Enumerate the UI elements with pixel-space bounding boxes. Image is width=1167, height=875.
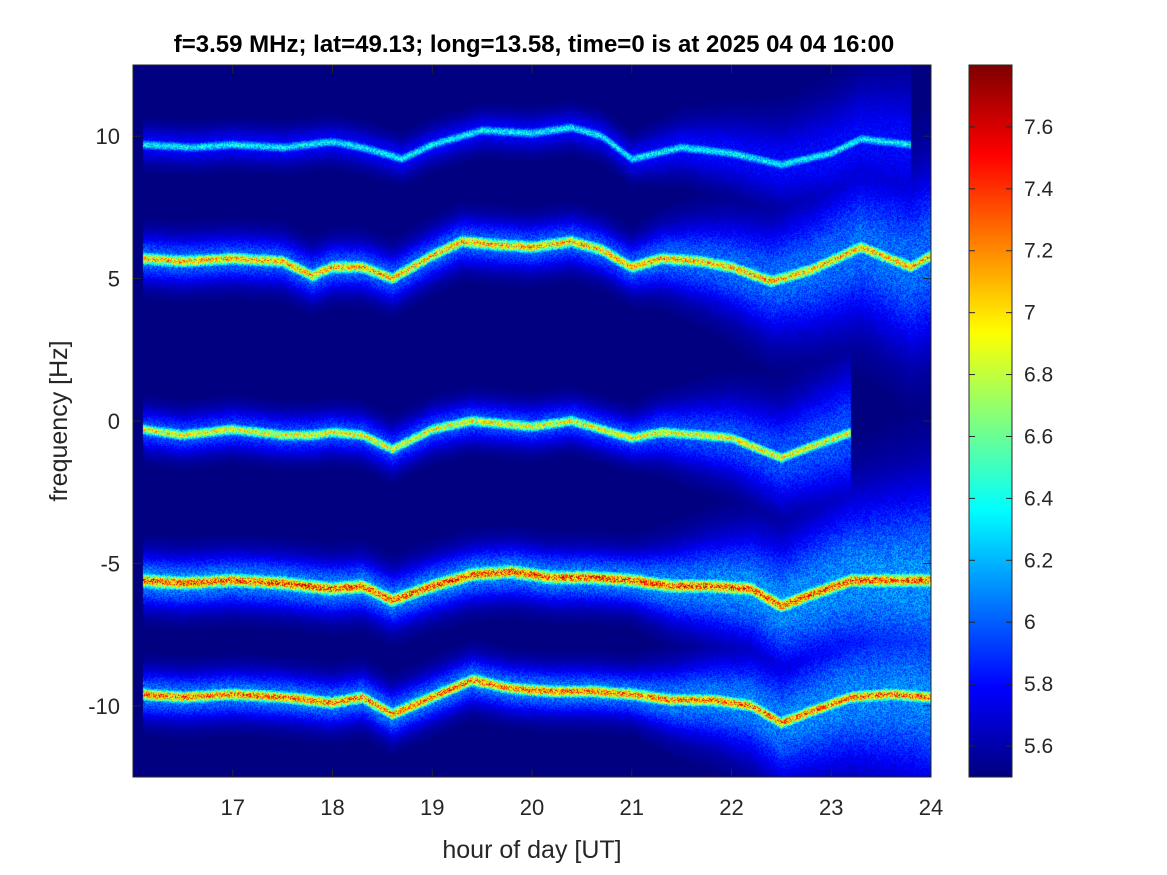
x-axis: 17 18 19 20 21 22 23 24 [221,65,943,820]
colorbar-ticks: 5.6 5.8 6 6.2 6.4 6.6 6.8 7 7.2 7.4 7.6 [969,116,1054,758]
x-tick-label: 23 [819,795,843,820]
x-tick-label: 18 [320,795,344,820]
colorbar-tick-label: 7.2 [1024,240,1053,263]
colorbar-tick-label: 7 [1024,302,1036,325]
colorbar-tick-label: 6.4 [1024,487,1054,510]
colorbar-tick-label: 6.8 [1024,364,1053,387]
colorbar-tick-label: 7.6 [1024,116,1053,139]
colorbar-tick-label: 7.4 [1024,178,1054,201]
colorbar-tick-label: 6 [1024,611,1036,634]
x-axis-label: hour of day [UT] [442,836,621,864]
colorbar: 5.6 5.8 6 6.2 6.4 6.6 6.8 7 7.2 7.4 7.6 [968,64,1054,778]
x-tick-label: 24 [919,795,943,820]
x-tick-label: 19 [420,795,444,820]
y-axis-label: frequency [Hz] [45,340,73,501]
chart-title: f=3.59 MHz; lat=49.13; long=13.58, time=… [174,31,894,58]
x-tick-label: 22 [719,795,743,820]
y-tick-label: 5 [108,267,120,292]
colorbar-tick-label: 6.6 [1024,425,1053,448]
y-tick-label: -10 [88,694,120,719]
colorbar-tick-label: 5.6 [1024,735,1053,758]
spectrogram-heatmap [133,65,931,777]
y-axis: 10 5 0 -5 -10 [88,124,931,719]
x-tick-label: 21 [620,795,644,820]
x-tick-label: 20 [520,795,544,820]
y-tick-label: -5 [100,551,120,576]
colorbar-gradient [969,65,1012,777]
x-tick-label: 17 [221,795,245,820]
y-tick-label: 10 [96,124,120,149]
colorbar-frame [968,64,1013,778]
y-tick-label: 0 [108,409,120,434]
colorbar-tick-label: 6.2 [1024,549,1053,572]
colorbar-tick-label: 5.8 [1024,673,1053,696]
spectrogram-plot-area [132,64,932,778]
